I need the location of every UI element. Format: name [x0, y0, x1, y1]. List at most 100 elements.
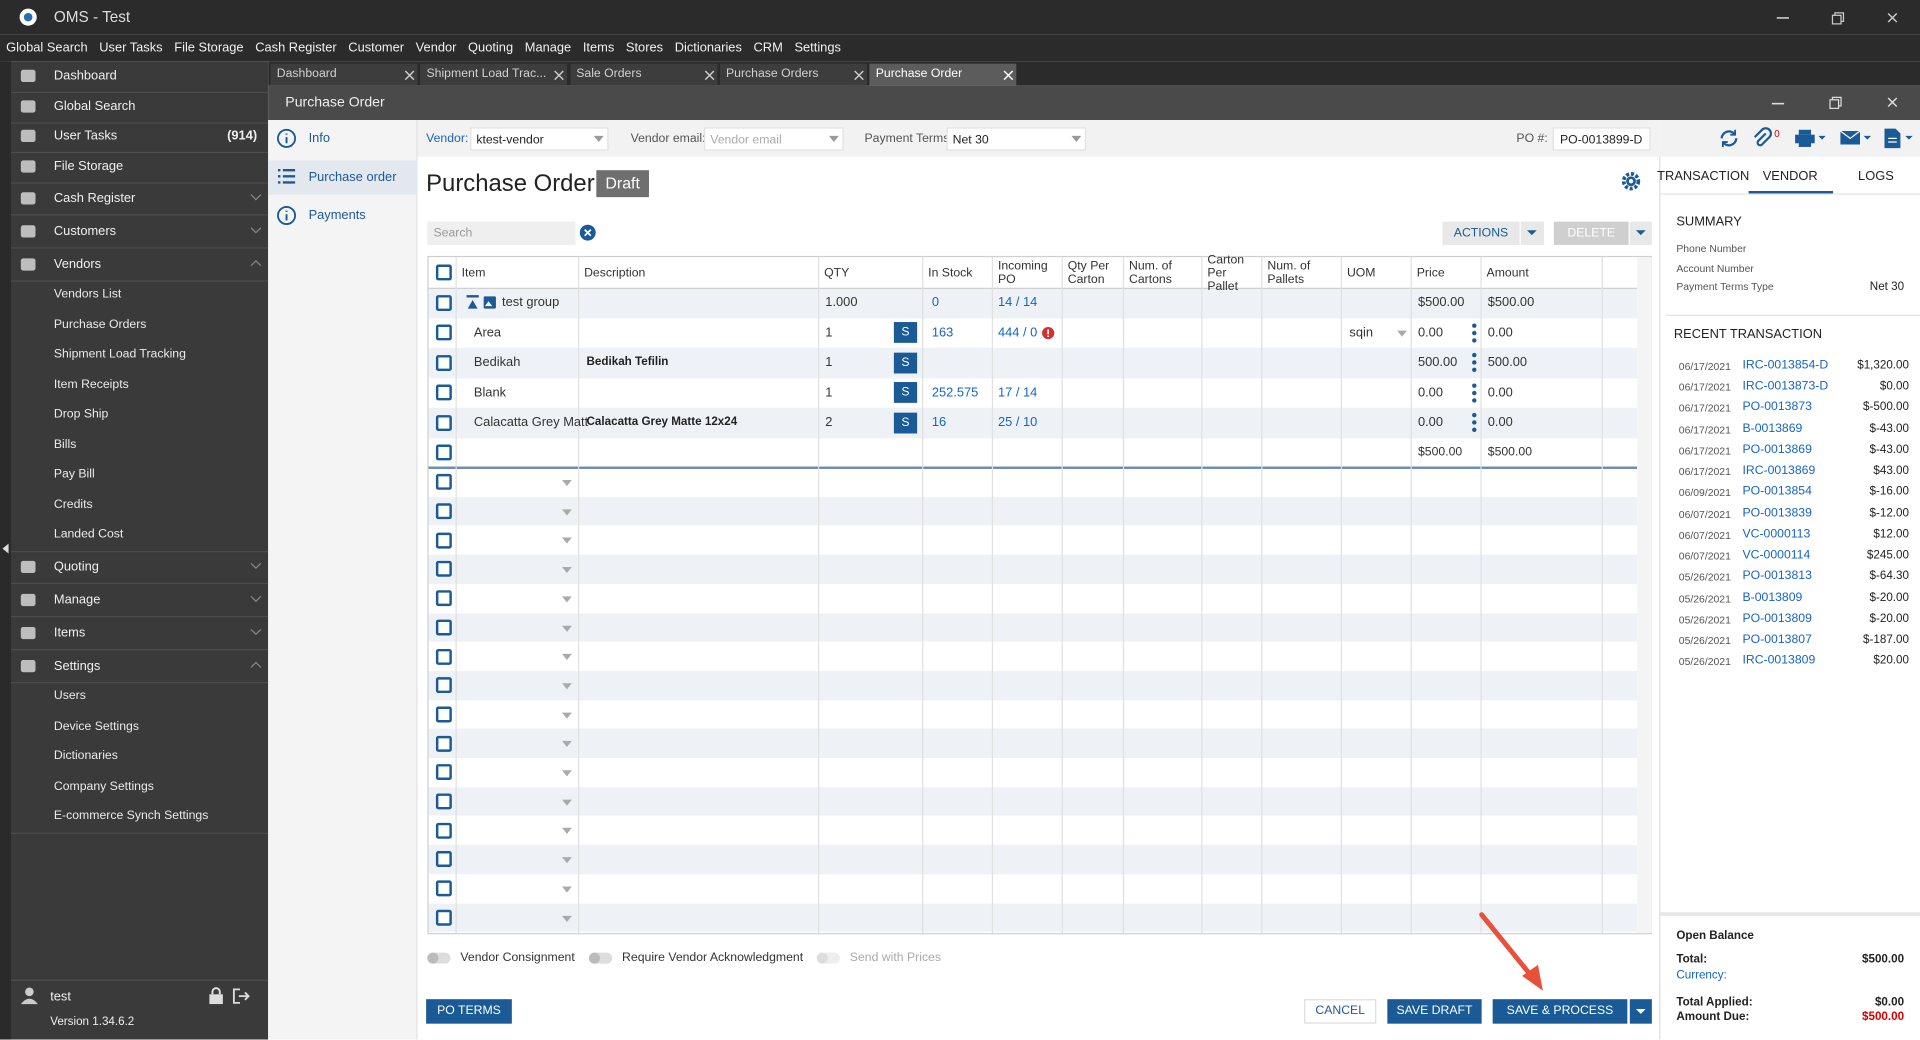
checkbox[interactable]	[436, 355, 452, 371]
menu-item[interactable]: Dictionaries	[675, 34, 742, 61]
checkbox[interactable]	[436, 735, 452, 751]
po-terms-button[interactable]: PO TERMS	[426, 999, 512, 1023]
checkbox[interactable]	[436, 765, 452, 781]
input[interactable]: Net 30	[947, 127, 1087, 150]
sidebar-item[interactable]: Settings	[54, 654, 250, 678]
sidebar-subitem[interactable]: Drop Ship	[54, 403, 262, 427]
checkbox[interactable]	[436, 532, 452, 548]
panel-tab[interactable]: TRANSACTION	[1654, 163, 1752, 190]
s-button[interactable]: S	[894, 352, 917, 373]
checkbox[interactable]	[436, 264, 452, 280]
checkbox[interactable]	[436, 648, 452, 664]
delete-button[interactable]: DELETE	[1554, 222, 1629, 245]
panel-tab[interactable]: LOGS	[1827, 163, 1920, 190]
toggle[interactable]	[589, 953, 612, 964]
sidebar-item[interactable]: Quoting	[54, 555, 250, 579]
save-process-button[interactable]: SAVE & PROCESS	[1493, 999, 1628, 1023]
checkbox[interactable]	[436, 881, 452, 897]
input[interactable]: ktest-vendor	[470, 127, 608, 150]
menu-item[interactable]: Vendor	[416, 34, 457, 61]
nav-item[interactable]: Payments	[309, 203, 413, 227]
txn-id[interactable]: PO-0013809	[1742, 610, 1811, 630]
s-button[interactable]: S	[894, 322, 917, 343]
cell-incoming[interactable]: 444 / 0	[998, 318, 1037, 348]
txn-id[interactable]: IRC-0013869	[1742, 462, 1815, 482]
currency-label[interactable]: Currency:	[1676, 966, 1726, 986]
txn-id[interactable]: PO-0013873	[1742, 399, 1811, 419]
menu-item[interactable]: Quoting	[468, 34, 513, 61]
sidebar-item[interactable]: Customers	[54, 219, 250, 243]
sidebar-item[interactable]: Vendors	[54, 252, 250, 276]
txn-id[interactable]: IRC-0013854-D	[1742, 356, 1828, 376]
sidebar-subitem[interactable]: Company Settings	[54, 775, 262, 799]
sidebar-item[interactable]: Global Search	[54, 94, 250, 118]
tab[interactable]: Dashboard	[271, 64, 418, 86]
nav-item[interactable]: Info	[309, 126, 413, 150]
actions-button[interactable]: ACTIONS	[1442, 222, 1519, 245]
tab[interactable]: Purchase Order	[870, 64, 1017, 86]
txn-id[interactable]: PO-0013813	[1742, 567, 1811, 587]
cell-in-stock[interactable]: 0	[932, 288, 939, 318]
sidebar-subitem[interactable]: Landed Cost	[54, 523, 262, 547]
s-button[interactable]: S	[894, 412, 917, 433]
txn-id[interactable]: IRC-0013873-D	[1742, 377, 1828, 397]
menu-item[interactable]: Customer	[348, 34, 404, 61]
s-button[interactable]: S	[894, 382, 917, 403]
sidebar-subitem[interactable]: Item Receipts	[54, 373, 262, 397]
nav-item[interactable]: Purchase order	[309, 165, 413, 189]
search-input[interactable]: Search	[427, 222, 575, 245]
menu-item[interactable]: Stores	[626, 34, 663, 61]
sidebar-subitem[interactable]: Shipment Load Tracking	[54, 343, 262, 367]
txn-id[interactable]: PO-0013854	[1742, 483, 1811, 503]
checkbox[interactable]	[436, 503, 452, 519]
txn-id[interactable]: VC-0000114	[1742, 546, 1810, 566]
sidebar-subitem[interactable]: Bills	[54, 433, 262, 457]
checkbox[interactable]	[436, 590, 452, 606]
checkbox[interactable]	[436, 474, 452, 490]
panel-tab[interactable]: VENDOR	[1741, 163, 1839, 190]
tab[interactable]: Sale Orders	[570, 64, 717, 86]
checkbox[interactable]	[436, 385, 452, 401]
sidebar-subitem[interactable]: Pay Bill	[54, 463, 262, 487]
cell-in-stock[interactable]: 252.575	[932, 378, 978, 408]
cell-incoming[interactable]: 25 / 10	[998, 408, 1037, 438]
checkbox[interactable]	[436, 794, 452, 810]
menu-item[interactable]: User Tasks	[99, 34, 162, 61]
menu-item[interactable]: Items	[583, 34, 614, 61]
sidebar-subitem[interactable]: Vendors List	[54, 283, 262, 307]
sidebar-subitem[interactable]: Device Settings	[54, 715, 262, 739]
checkbox[interactable]	[436, 823, 452, 839]
sidebar-subitem[interactable]: Purchase Orders	[54, 313, 262, 337]
checkbox[interactable]	[436, 445, 452, 461]
tab[interactable]: Purchase Orders	[720, 64, 867, 86]
checkbox[interactable]	[436, 619, 452, 635]
sidebar-item[interactable]: Manage	[54, 588, 250, 612]
toggle[interactable]	[427, 953, 450, 964]
txn-id[interactable]: PO-0013839	[1742, 504, 1811, 524]
checkbox[interactable]	[436, 910, 452, 926]
toggle[interactable]	[817, 953, 840, 964]
cell-in-stock[interactable]: 163	[932, 318, 953, 348]
txn-id[interactable]: PO-0013869	[1742, 441, 1811, 461]
save-draft-button[interactable]: SAVE DRAFT	[1387, 999, 1481, 1023]
input[interactable]: Vendor email	[704, 127, 844, 150]
checkbox[interactable]	[436, 415, 452, 431]
sidebar-subitem[interactable]: E-commerce Synch Settings	[54, 805, 262, 829]
checkbox[interactable]	[436, 295, 452, 311]
checkbox[interactable]	[436, 325, 452, 341]
txn-id[interactable]: IRC-0013809	[1742, 652, 1815, 672]
sidebar-item[interactable]: Dashboard	[54, 64, 250, 88]
txn-id[interactable]: B-0013869	[1742, 420, 1802, 440]
cell-incoming[interactable]: 14 / 14	[998, 288, 1037, 318]
cell-incoming[interactable]: 17 / 14	[998, 378, 1037, 408]
sidebar-item[interactable]: File Storage	[54, 154, 250, 178]
tab[interactable]: Shipment Load Trac...	[420, 64, 567, 86]
input[interactable]: PO-0013899-D	[1553, 127, 1651, 150]
cell-in-stock[interactable]: 16	[932, 408, 946, 438]
sidebar-subitem[interactable]: Credits	[54, 493, 262, 517]
menu-item[interactable]: Cash Register	[255, 34, 336, 61]
sidebar-subitem[interactable]: Dictionaries	[54, 745, 262, 769]
menu-item[interactable]: Global Search	[6, 34, 87, 61]
txn-id[interactable]: PO-0013807	[1742, 631, 1811, 651]
menu-item[interactable]: CRM	[754, 34, 783, 61]
